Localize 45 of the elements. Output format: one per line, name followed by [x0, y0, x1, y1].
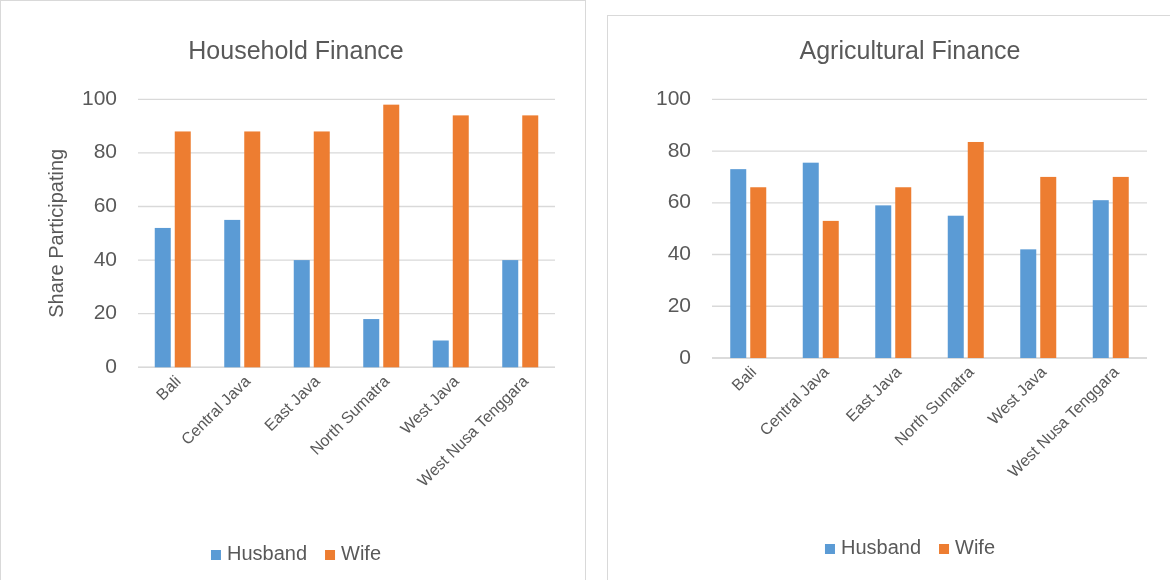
legend-label: Wife	[955, 536, 996, 559]
bar	[750, 187, 767, 358]
bar	[174, 131, 191, 368]
y-tick-label: 80	[93, 139, 117, 163]
bar	[293, 260, 310, 368]
bar	[967, 141, 984, 358]
legend-label: Husband	[226, 542, 308, 565]
bar	[1040, 176, 1057, 358]
bar	[452, 115, 469, 368]
legend-label: Wife	[341, 542, 382, 565]
y-tick-label: 60	[667, 189, 691, 213]
bar	[1020, 249, 1037, 358]
bar	[432, 340, 449, 368]
y-tick-label: 20	[667, 292, 691, 316]
bar	[244, 131, 261, 368]
y-tick-label: 40	[93, 246, 117, 270]
y-axis-title: Share Participating	[45, 148, 68, 318]
bar	[502, 260, 519, 368]
bar	[1112, 176, 1129, 358]
y-tick-label: 100	[655, 85, 691, 109]
bar	[802, 162, 819, 358]
bar	[822, 220, 839, 358]
bar	[383, 104, 400, 368]
y-tick-label: 60	[93, 193, 117, 217]
chart-title: Agricultural Finance	[799, 35, 1021, 64]
y-tick-label: 20	[93, 300, 117, 324]
bar	[895, 187, 912, 358]
y-tick-label: 0	[105, 353, 117, 377]
bar	[522, 115, 539, 368]
y-tick-label: 100	[81, 85, 117, 109]
y-tick-label: 40	[667, 241, 691, 265]
bar	[1092, 200, 1109, 358]
bar	[875, 205, 892, 358]
y-tick-label: 0	[679, 344, 691, 368]
bar	[154, 227, 171, 368]
bar	[313, 131, 330, 368]
bar	[224, 219, 241, 368]
bar	[947, 215, 964, 358]
legend-label: Husband	[840, 536, 922, 559]
chart-title: Household Finance	[188, 35, 404, 64]
bar	[730, 169, 747, 358]
x-tick-label: Bali	[152, 372, 184, 404]
y-tick-label: 80	[667, 137, 691, 161]
x-tick-label: Bali	[728, 363, 760, 394]
bar	[363, 319, 380, 368]
